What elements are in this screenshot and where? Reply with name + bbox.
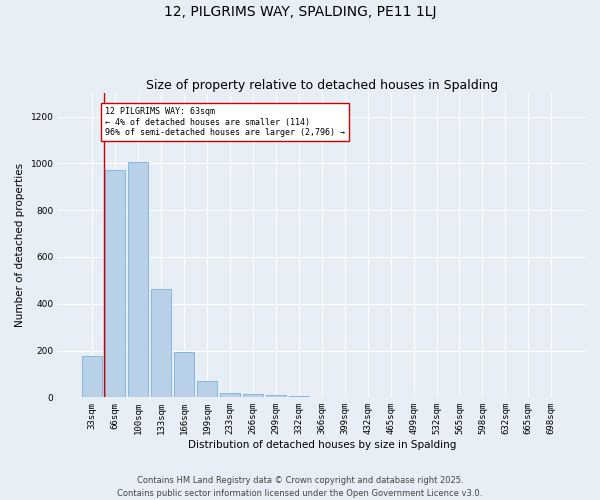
Bar [312,396,331,398]
Bar [243,394,263,398]
Title: Size of property relative to detached houses in Spalding: Size of property relative to detached ho… [146,79,498,92]
Bar [128,162,148,398]
Bar [82,356,102,398]
Y-axis label: Number of detached properties: Number of detached properties [15,163,25,328]
Bar [197,382,217,398]
Bar [106,170,125,398]
Bar [151,288,171,398]
Bar [289,396,308,398]
Bar [174,352,194,398]
X-axis label: Distribution of detached houses by size in Spalding: Distribution of detached houses by size … [188,440,456,450]
Text: Contains HM Land Registry data © Crown copyright and database right 2025.
Contai: Contains HM Land Registry data © Crown c… [118,476,482,498]
Bar [220,392,239,398]
Text: 12 PILGRIMS WAY: 63sqm
← 4% of detached houses are smaller (114)
96% of semi-det: 12 PILGRIMS WAY: 63sqm ← 4% of detached … [105,107,345,137]
Bar [266,395,286,398]
Text: 12, PILGRIMS WAY, SPALDING, PE11 1LJ: 12, PILGRIMS WAY, SPALDING, PE11 1LJ [164,5,436,19]
